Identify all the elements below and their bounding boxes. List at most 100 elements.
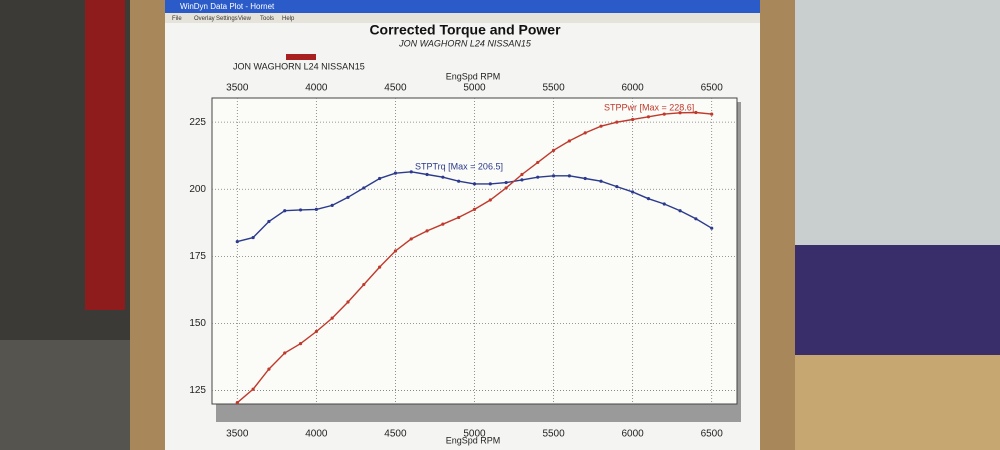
- x-tick-label-top: 5000: [463, 83, 486, 94]
- point: [298, 208, 303, 212]
- point: [393, 171, 398, 175]
- point: [346, 300, 350, 304]
- menu-item: Overlay: [194, 16, 215, 22]
- menu: File Overlay Settings View Tools Help: [172, 16, 295, 22]
- point: [267, 219, 271, 224]
- point: [362, 282, 366, 287]
- x-tick-label: 5500: [542, 429, 565, 440]
- y-tick-label: 200: [189, 184, 206, 195]
- point: [631, 117, 635, 122]
- point: [283, 351, 287, 355]
- menu-item: Settings: [216, 16, 238, 22]
- point: [662, 202, 666, 206]
- point: [441, 222, 445, 226]
- menu-item: Help: [282, 16, 295, 22]
- point: [298, 342, 303, 346]
- point: [457, 179, 461, 183]
- point: [378, 265, 382, 269]
- y-tick-label: 225: [189, 117, 206, 128]
- point: [346, 195, 350, 199]
- series-label: STPPwr [Max = 228.6]: [604, 102, 694, 112]
- point: [472, 182, 477, 186]
- point: [330, 316, 334, 320]
- point: [267, 367, 271, 371]
- point: [678, 111, 682, 115]
- point: [378, 176, 382, 181]
- x-tick-label: 6500: [701, 429, 724, 440]
- point: [314, 329, 318, 334]
- point: [599, 179, 603, 183]
- y-tick-label: 150: [189, 318, 206, 329]
- point: [520, 178, 524, 182]
- x-axis-label-top: EngSpd RPM: [446, 71, 501, 81]
- point: [504, 180, 508, 185]
- point: [488, 198, 492, 202]
- red-post: [85, 0, 125, 310]
- x-tick-label-top: 4500: [384, 83, 407, 94]
- point: [536, 175, 540, 179]
- point: [583, 176, 587, 181]
- purple-panel: [795, 245, 1000, 355]
- point: [235, 240, 239, 244]
- point: [615, 184, 619, 189]
- point: [472, 207, 477, 211]
- y-tick-label: 125: [189, 385, 206, 396]
- title-bar: [165, 0, 760, 13]
- point: [551, 174, 556, 178]
- point: [567, 174, 571, 178]
- point: [283, 209, 287, 213]
- series-label: STPTrq [Max = 206.5]: [415, 161, 503, 171]
- x-tick-label-top: 4000: [305, 83, 328, 94]
- point: [536, 160, 540, 165]
- legend-label: JON WAGHORN L24 NISSAN15: [233, 61, 365, 71]
- menu-bar: [165, 13, 760, 23]
- x-tick-label-top: 6000: [622, 83, 645, 94]
- point: [646, 115, 651, 119]
- point: [694, 110, 698, 115]
- point: [710, 112, 714, 116]
- menu-item: View: [238, 16, 252, 22]
- x-tick-label: 3500: [226, 429, 249, 440]
- x-axis-label: EngSpd RPM: [446, 435, 501, 445]
- point: [504, 186, 508, 190]
- point: [678, 209, 682, 213]
- point: [393, 249, 398, 253]
- point: [409, 237, 413, 241]
- point: [694, 217, 698, 221]
- point: [441, 175, 445, 179]
- x-tick-label: 4500: [384, 429, 407, 440]
- x-tick-label: 5000: [463, 429, 486, 440]
- y-tick-label: 175: [189, 251, 206, 262]
- x-tick-label: 6000: [622, 429, 645, 440]
- point: [710, 226, 714, 230]
- point: [425, 172, 429, 177]
- point: [314, 207, 318, 211]
- x-tick-label-top: 6500: [701, 83, 724, 94]
- point: [520, 172, 524, 177]
- point: [662, 112, 666, 116]
- x-tick-label-top: 5500: [542, 83, 565, 94]
- point: [488, 182, 492, 186]
- chart-title: Corrected Torque and Power: [369, 22, 561, 38]
- point: [457, 215, 461, 220]
- point: [646, 197, 651, 201]
- point: [251, 235, 255, 240]
- sill: [795, 355, 1000, 450]
- x-tick-label: 4000: [305, 429, 328, 440]
- point: [235, 401, 239, 405]
- window-title: WinDyn Data Plot - Hornet: [180, 2, 275, 11]
- chart-subtitle: JON WAGHORN L24 NISSAN15: [398, 38, 532, 48]
- point: [567, 139, 571, 143]
- x-tick-label-top: 3500: [226, 83, 249, 94]
- point: [251, 387, 255, 391]
- point: [551, 148, 556, 152]
- point: [409, 170, 413, 174]
- point: [425, 229, 429, 233]
- menu-item: Tools: [260, 16, 274, 22]
- menu-item: File: [172, 16, 182, 22]
- legend-swatch: [286, 54, 316, 60]
- point: [615, 120, 619, 124]
- point: [583, 131, 587, 135]
